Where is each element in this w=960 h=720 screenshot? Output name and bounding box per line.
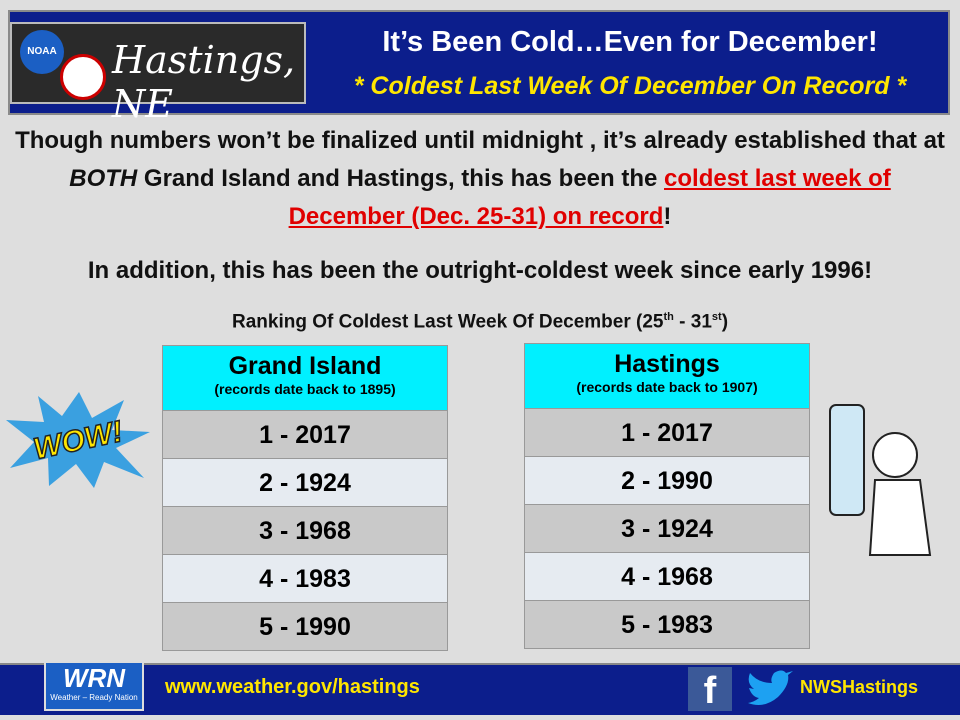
caption: Ranking Of Coldest Last Week Of December…: [0, 311, 960, 333]
sup: st: [711, 311, 722, 323]
subtitle: * Coldest Last Week Of December On Recor…: [353, 72, 907, 100]
table-header: Hastings (records date back to 1907): [524, 343, 810, 409]
text: Ranking Of Coldest Last Week Of December…: [231, 311, 664, 333]
intro: Though numbers won’t be finalized until …: [10, 122, 950, 236]
rank-row: 3 - 1924: [524, 505, 810, 553]
rank-row: 1 - 2017: [524, 409, 810, 457]
sup: th: [663, 311, 674, 323]
rank-row: 2 - 1990: [524, 457, 810, 505]
ranking-table: Hastings (records date back to 1907) 1 - 2…: [524, 343, 810, 649]
emphasis: BOTH: [69, 165, 138, 192]
station-name: Grand Island: [228, 352, 382, 380]
text: !: [663, 203, 672, 230]
wrn-caption: Weather – Ready Nation: [50, 693, 138, 702]
text: Grand Island and Hastings, this has been…: [137, 165, 665, 192]
footer-band: WRN Weather – Ready Nation www.weather.go…: [0, 661, 960, 715]
noaa-logo: NOAA: [20, 30, 64, 74]
rank-row: 4 - 1968: [524, 553, 810, 601]
rank-row: 2 - 1924: [162, 459, 448, 507]
wrn-logo: WRN Weather – Ready Nation: [44, 661, 144, 711]
record-note: (records date back to 1895): [214, 381, 396, 397]
ranking-table: Grand Island (records date back to 1895) 1…: [162, 345, 448, 651]
rank-row: 5 - 1983: [524, 601, 810, 649]
rank-row: 1 - 2017: [162, 411, 448, 459]
rank-row: 4 - 1983: [162, 555, 448, 603]
rank-row: 3 - 1968: [162, 507, 448, 555]
wrn: WRN: [62, 663, 126, 693]
wow-burst: WOW!: [6, 392, 150, 488]
bird: [748, 670, 793, 705]
thermometer: [829, 404, 865, 516]
cold-man: [829, 404, 932, 556]
title: It’s Been Cold…Even for December!: [382, 26, 878, 58]
addition: In addition, this has been the outright-…: [87, 257, 873, 284]
body: [868, 479, 932, 556]
table-header: Grand Island (records date back to 1895): [162, 345, 448, 411]
logo-box: NOAA Hastings, NE: [10, 22, 306, 126]
twitter-icon[interactable]: [744, 669, 794, 711]
head: [872, 432, 918, 478]
text: ): [721, 311, 729, 333]
url[interactable]: www.weather.gov/hastings: [165, 676, 420, 698]
nws-logo: [60, 54, 106, 100]
handle[interactable]: NWSHastings: [800, 677, 919, 697]
rank-row: 5 - 1990: [162, 603, 448, 651]
facebook-icon[interactable]: f: [688, 667, 732, 712]
highlight: coldest last week of December (Dec. 25-3…: [288, 165, 891, 230]
burst: [6, 392, 150, 488]
record-note: (records date back to 1907): [576, 379, 758, 395]
text: Though numbers won’t be finalized until …: [15, 127, 945, 154]
text: - 31: [673, 311, 712, 333]
station-name: Hastings: [614, 350, 720, 378]
office-name: Hastings, NE: [112, 38, 296, 126]
